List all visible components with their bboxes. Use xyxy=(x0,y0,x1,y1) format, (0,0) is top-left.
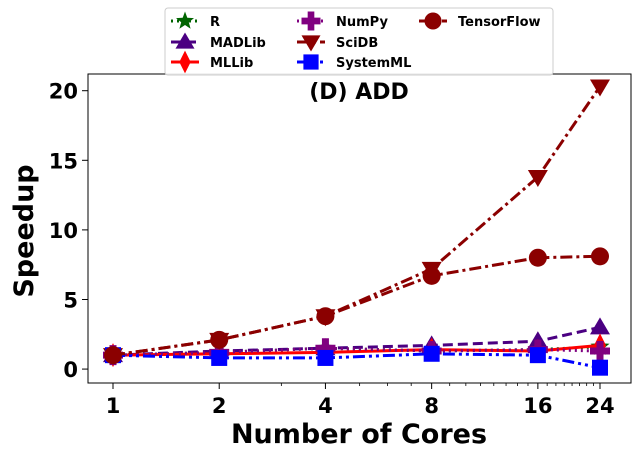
series-line-madlib xyxy=(112,325,601,357)
data-point-tensorflow xyxy=(591,247,609,266)
legend-item-madlib: MADLib xyxy=(171,32,266,51)
legend-label: TensorFlow xyxy=(458,15,541,30)
legend-marker-mllib xyxy=(179,50,191,74)
x-tick-label: 24 xyxy=(585,394,614,418)
legend-marker-r xyxy=(176,11,194,29)
data-point-numpy xyxy=(315,338,336,359)
legend-item-tensorflow: TensorFlow xyxy=(419,12,541,30)
series-line-numpy xyxy=(112,346,601,357)
y-tick-label: 20 xyxy=(49,80,78,104)
y-tick-label: 10 xyxy=(49,219,78,243)
legend-marker-scidb xyxy=(301,35,321,52)
legend-label: MLLib xyxy=(210,56,253,71)
data-point-systemml xyxy=(592,359,608,376)
data-point-tensorflow xyxy=(316,307,335,326)
data-point-scidb xyxy=(590,79,610,97)
series-scidb xyxy=(103,79,610,366)
legend-item-numpy: NumPy xyxy=(297,11,388,31)
x-axis-label: Number of Cores xyxy=(231,419,487,450)
legend-item-mllib: MLLib xyxy=(171,50,253,74)
legend-item-systemml: SystemML xyxy=(297,54,411,71)
legend-marker-numpy xyxy=(301,11,321,31)
y-tick-label: 5 xyxy=(63,288,78,312)
x-tick-label: 1 xyxy=(106,394,121,418)
legend-box xyxy=(164,7,554,76)
legend-marker-systemml xyxy=(303,54,319,70)
data-point-scidb xyxy=(527,170,548,187)
legend-marker-tensorflow xyxy=(424,12,442,30)
legend-label: R xyxy=(210,15,220,30)
data-point-tensorflow xyxy=(104,346,122,365)
legend-label: SystemML xyxy=(336,56,411,71)
y-tick-label: 15 xyxy=(49,149,78,173)
x-tick-label: 2 xyxy=(212,394,227,418)
series-tensorflow xyxy=(104,247,609,365)
chart-title: (D) ADD xyxy=(309,80,409,105)
legend: R MADLib MLLib NumPy SciDB SystemML TensorFlow xyxy=(164,7,554,76)
plot-frame xyxy=(87,73,632,384)
series-line-systemml xyxy=(112,352,601,370)
data-point-systemml xyxy=(529,347,546,364)
legend-item-r: R xyxy=(171,11,220,30)
legend-item-scidb: SciDB xyxy=(297,35,378,52)
x-tick-label: 4 xyxy=(318,394,333,418)
data-point-systemml xyxy=(423,345,440,362)
y-axis-label: Speedup xyxy=(9,164,40,297)
data-point-tensorflow xyxy=(422,266,441,285)
legend-label: MADLib xyxy=(210,36,266,51)
series-line-tensorflow xyxy=(112,254,601,357)
y-tick-label: 0 xyxy=(63,358,78,382)
series-line-scidb xyxy=(112,85,602,357)
data-point-numpy xyxy=(590,340,610,361)
series-layer xyxy=(103,79,610,376)
x-tick-label: 8 xyxy=(424,394,439,418)
data-point-systemml xyxy=(317,349,334,366)
legend-label: NumPy xyxy=(336,15,388,30)
x-tick-label: 16 xyxy=(523,394,552,418)
data-point-systemml xyxy=(211,349,228,366)
legend-marker-madlib xyxy=(175,32,195,49)
series-systemml xyxy=(105,345,608,376)
data-point-tensorflow xyxy=(210,330,229,349)
data-point-tensorflow xyxy=(528,248,547,267)
legend-label: SciDB xyxy=(336,36,378,51)
data-point-madlib xyxy=(590,317,610,335)
